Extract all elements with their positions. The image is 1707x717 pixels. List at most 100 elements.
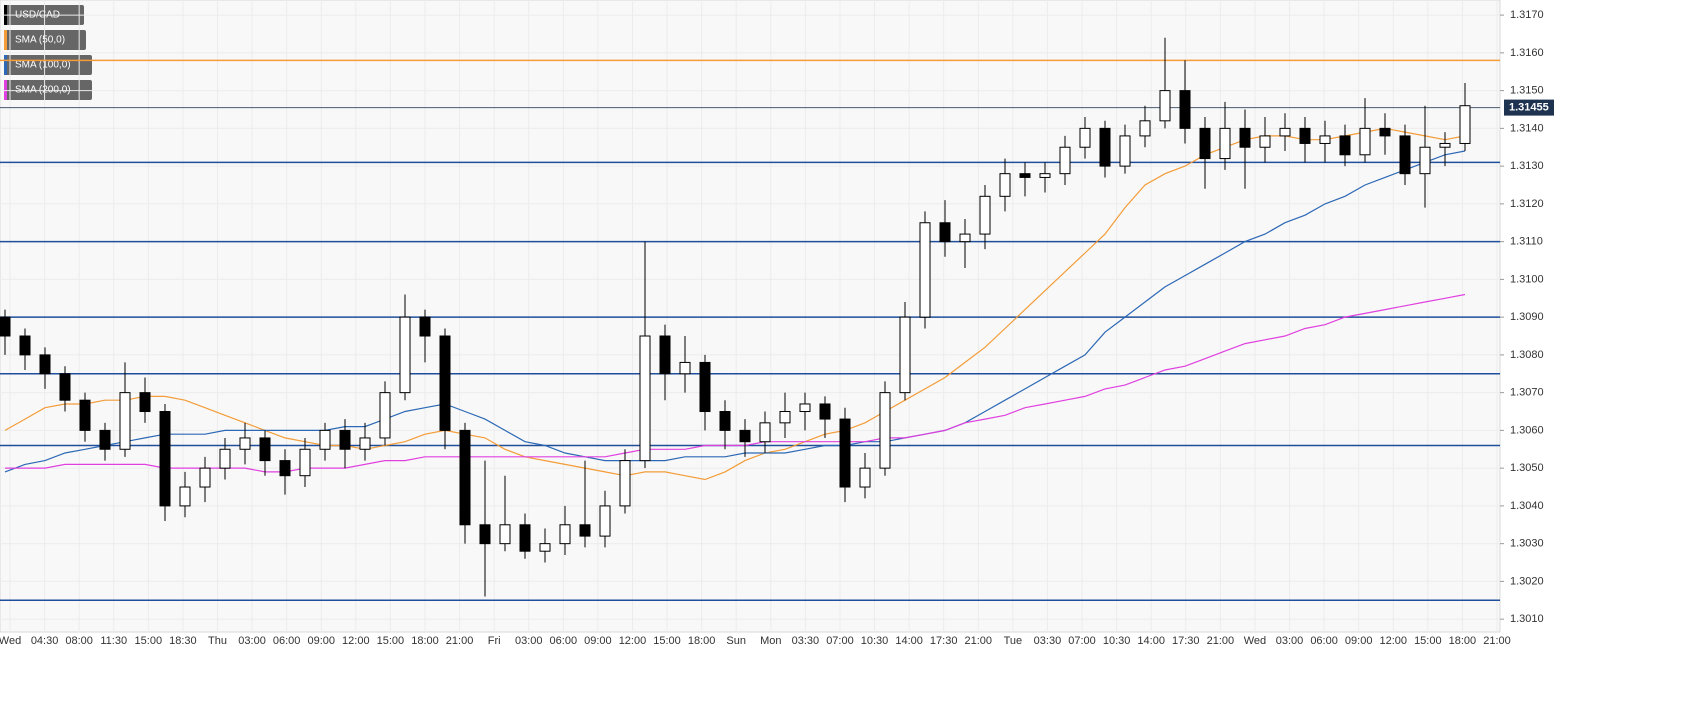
x-tick-label: 09:00	[584, 635, 612, 647]
sma-line	[4, 150, 1466, 473]
candle-body	[499, 524, 511, 545]
y-tick-label: 1.3150	[1510, 85, 1544, 97]
candle-body	[799, 403, 811, 413]
x-tick-label: 12:00	[619, 635, 647, 647]
y-tick-label: 1.3110	[1510, 236, 1543, 248]
candle-body	[119, 392, 131, 450]
candle-body	[659, 335, 671, 375]
last-price-box	[1504, 99, 1554, 116]
plot-area	[0, 0, 1501, 633]
y-tick-label: 1.3070	[1510, 387, 1544, 399]
candle-body	[1019, 173, 1031, 178]
legend-swatch	[4, 80, 7, 100]
y-tick-label: 1.3050	[1510, 462, 1544, 474]
x-tick-label: 06:00	[550, 635, 578, 647]
x-tick-label: 15:00	[377, 635, 405, 647]
x-tick-label: 08:00	[65, 635, 93, 647]
x-tick-label: 17:30	[1172, 635, 1200, 647]
x-tick-label: 15:00	[653, 635, 681, 647]
x-tick-label: 04:30	[31, 635, 59, 647]
candle-body	[139, 392, 151, 413]
candle-body	[1079, 127, 1091, 148]
candle-body	[299, 448, 311, 477]
candle-body	[1119, 135, 1131, 167]
candle-body	[1159, 90, 1171, 122]
last-price-label: 1.31455	[1509, 102, 1549, 114]
y-tick-label: 1.3120	[1510, 198, 1544, 210]
x-tick-label: 10:30	[861, 635, 889, 647]
x-tick-label: 03:00	[515, 635, 543, 647]
candle-body	[1219, 127, 1231, 160]
candle-body	[999, 173, 1011, 197]
candle-body	[259, 437, 271, 462]
x-tick-label: 21:00	[965, 635, 993, 647]
y-tick-label: 1.3090	[1510, 311, 1544, 323]
candle-body	[879, 392, 891, 469]
candle-body	[439, 335, 451, 431]
candle-body	[0, 316, 11, 337]
x-tick-label: 21:00	[446, 635, 474, 647]
y-tick-label: 1.3030	[1510, 538, 1544, 550]
candle-body	[939, 222, 951, 243]
y-tick-label: 1.3010	[1510, 613, 1544, 625]
candle-body	[459, 429, 471, 526]
candle-body	[1239, 127, 1251, 148]
x-tick-label: 03:00	[238, 635, 266, 647]
candle-body	[979, 195, 991, 235]
x-tick-label: Sun	[726, 635, 746, 647]
legend-label: SMA (100,0)	[15, 60, 71, 71]
candle-body	[159, 411, 171, 507]
candle-body	[399, 316, 411, 394]
x-tick-label: 14:00	[1137, 635, 1165, 647]
x-tick-label: 12:00	[342, 635, 370, 647]
x-tick-label: 17:30	[930, 635, 958, 647]
x-tick-label: Thu	[208, 635, 227, 647]
candle-body	[679, 361, 691, 375]
candle-body	[1319, 135, 1331, 144]
candle-body	[519, 524, 531, 552]
candle-body	[779, 411, 791, 424]
candle-body	[99, 429, 111, 450]
candle-body	[339, 429, 351, 450]
x-tick-label: 03:00	[1276, 635, 1304, 647]
candle-body	[1279, 127, 1291, 137]
candle-body	[1439, 142, 1451, 148]
y-tick-label: 1.3140	[1510, 122, 1544, 134]
candle-body	[479, 524, 491, 545]
candle-body	[959, 233, 971, 243]
x-tick-label: 07:00	[1068, 635, 1096, 647]
x-tick-label: 14:00	[895, 635, 923, 647]
legend-swatch	[4, 55, 7, 75]
x-tick-label: 09:00	[1345, 635, 1373, 647]
candle-body	[739, 429, 751, 443]
x-tick-label: 07:00	[826, 635, 854, 647]
legend-box	[4, 80, 92, 100]
x-tick-label: Tue	[1004, 635, 1023, 647]
candle-body	[599, 505, 611, 537]
candle-body	[59, 373, 71, 401]
candle-body	[319, 429, 331, 450]
x-tick-label: Mon	[760, 635, 781, 647]
candle-body	[199, 467, 211, 488]
candle-body	[1039, 173, 1051, 178]
candle-body	[1099, 127, 1111, 167]
y-tick-label: 1.3060	[1510, 424, 1544, 436]
candle-body	[219, 448, 231, 469]
x-tick-label: 15:00	[135, 635, 163, 647]
candle-body	[1419, 146, 1431, 175]
x-tick-label: 12:00	[1379, 635, 1407, 647]
y-tick-label: 1.3170	[1510, 9, 1544, 21]
candle-body	[419, 316, 431, 337]
candle-body	[1259, 135, 1271, 148]
candle-body	[579, 524, 591, 537]
candle-body	[819, 403, 831, 420]
candle-body	[859, 467, 871, 488]
x-tick-label: 03:30	[792, 635, 820, 647]
candle-body	[179, 486, 191, 507]
y-tick-label: 1.3080	[1510, 349, 1544, 361]
candle-body	[1399, 135, 1411, 175]
x-tick-label: 03:30	[1034, 635, 1062, 647]
y-tick-label: 1.3020	[1510, 575, 1544, 587]
